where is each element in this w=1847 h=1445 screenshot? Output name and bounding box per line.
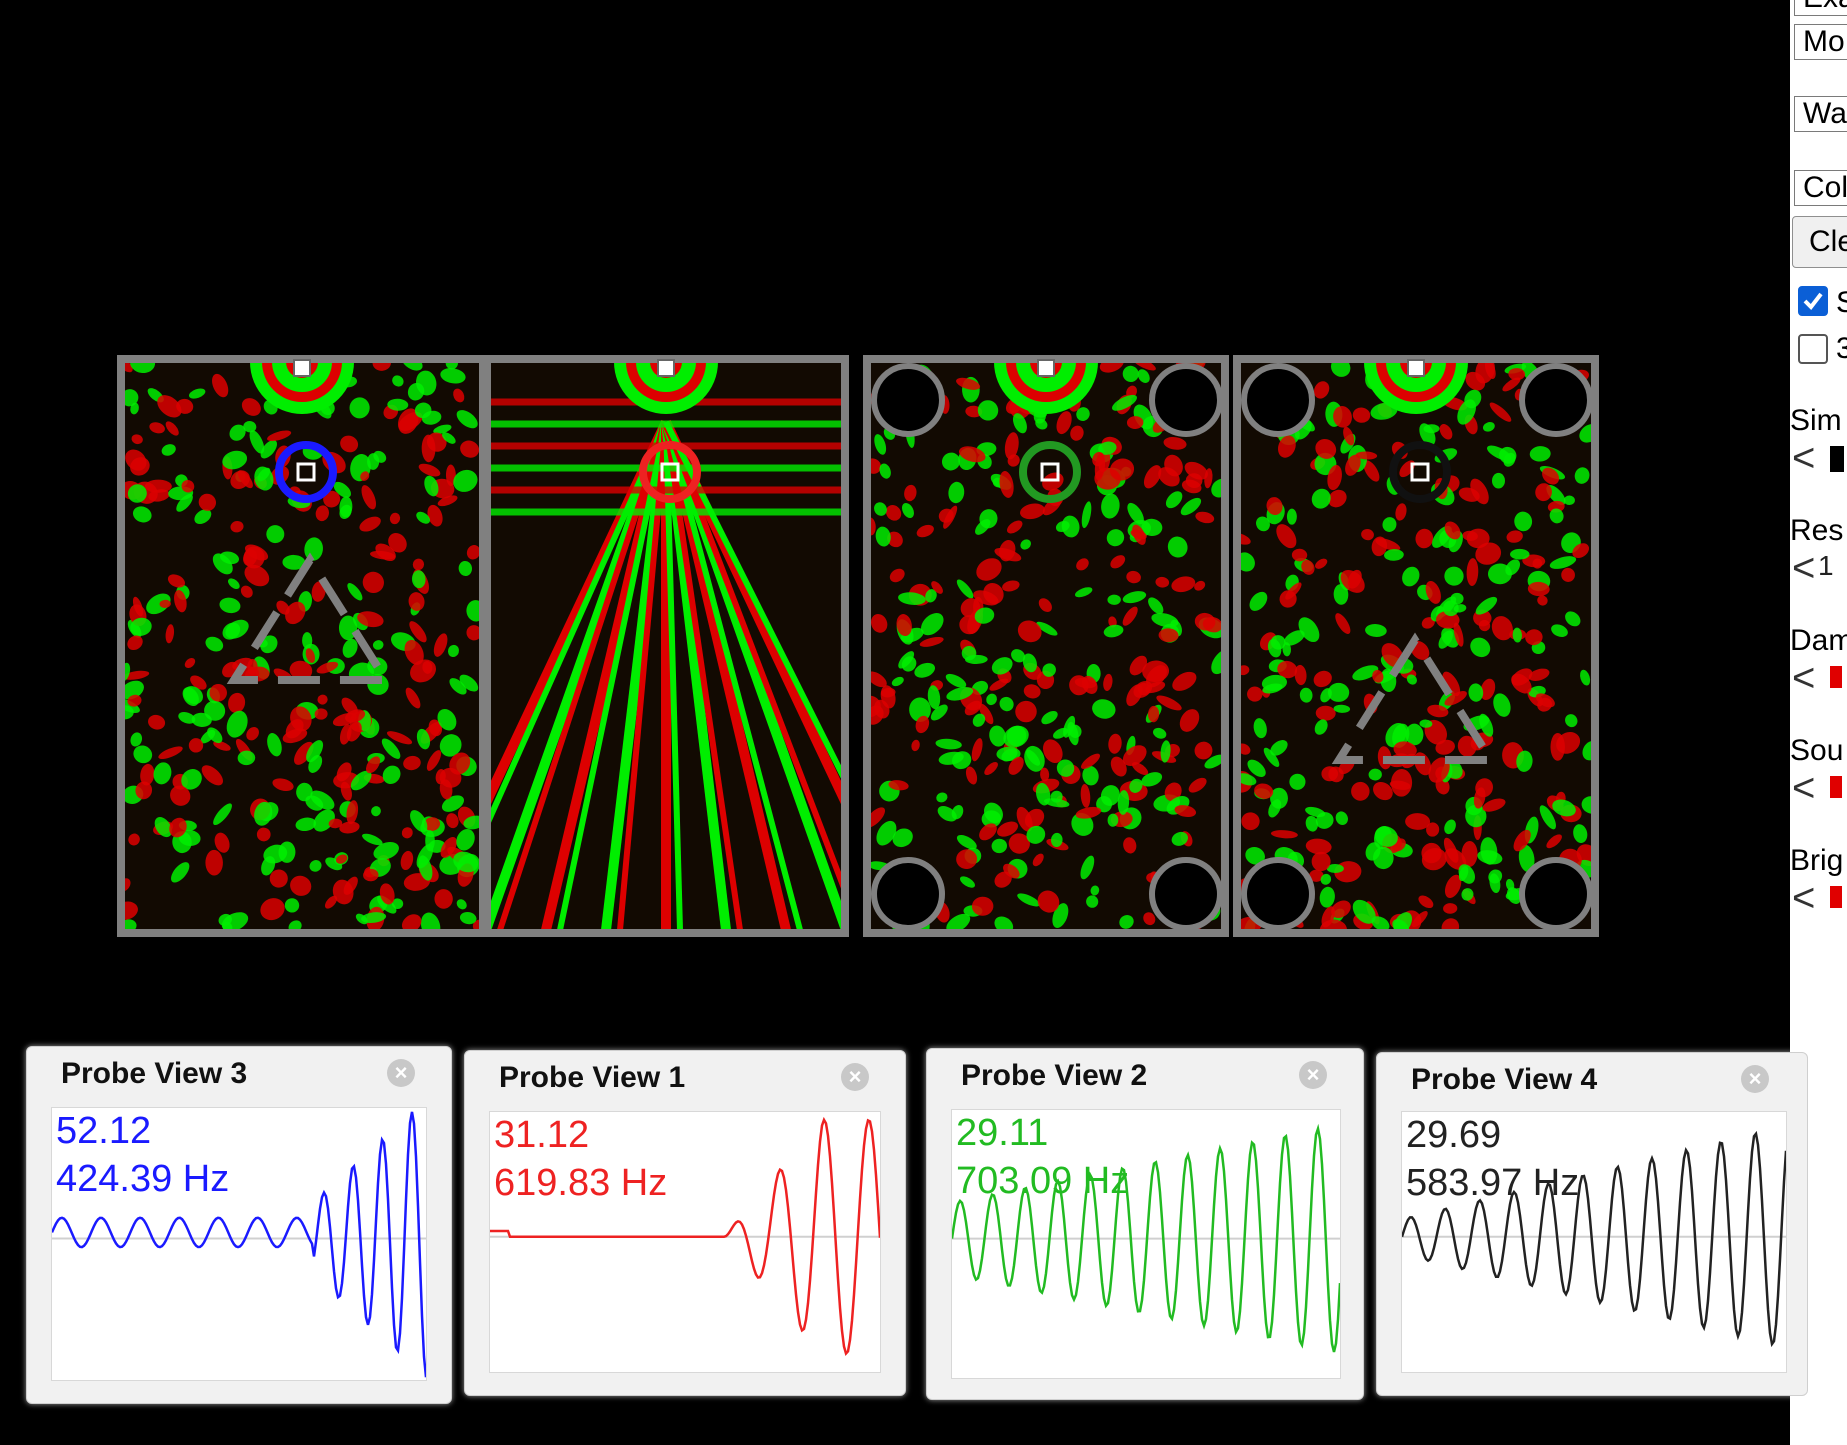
corner-hole <box>1149 363 1223 437</box>
corner-hole <box>1149 857 1223 931</box>
close-icon[interactable]: × <box>1299 1061 1327 1089</box>
source-marker <box>1037 359 1055 377</box>
sim-pane-2 <box>483 355 849 937</box>
corner-hole <box>871 363 945 437</box>
probe-title: Probe View 3 <box>61 1057 248 1090</box>
probe-view-4-dialog[interactable]: Probe View 4 × 29.69 583.97 Hz <box>1376 1052 1808 1396</box>
mode-select[interactable]: Mo <box>1794 24 1847 60</box>
slider-thumb[interactable] <box>1830 666 1842 688</box>
probe-trace <box>490 1116 880 1357</box>
sim-speed-slider[interactable]: < <box>1792 438 1847 478</box>
wave-select[interactable]: Wa <box>1794 96 1847 132</box>
probe-plot: 29.11 703.09 Hz <box>951 1109 1341 1379</box>
close-icon[interactable]: × <box>841 1063 869 1091</box>
brightness-slider[interactable]: < <box>1792 878 1847 918</box>
probe-value: 52.12 <box>56 1110 152 1152</box>
probe-marker <box>296 462 316 482</box>
checkbox-1[interactable] <box>1798 286 1828 316</box>
probe-waveform <box>952 1123 1340 1353</box>
corner-hole <box>1241 857 1315 931</box>
chevron-left-icon[interactable]: < <box>1792 546 1816 590</box>
probe-frequency: 619.83 Hz <box>494 1162 668 1204</box>
checkmark-icon <box>1803 292 1823 311</box>
probe-title: Probe View 4 <box>1411 1063 1598 1096</box>
color-select[interactable]: Col <box>1794 170 1847 206</box>
chevron-left-icon[interactable]: < <box>1792 876 1816 920</box>
probe-marker <box>1040 462 1060 482</box>
damping-label: Dam <box>1790 624 1847 657</box>
close-icon[interactable]: × <box>387 1059 415 1087</box>
simulation-canvas[interactable] <box>0 0 1790 1020</box>
resolution-label: Res <box>1790 514 1844 547</box>
sim-pane-3 <box>863 355 1229 937</box>
checkbox-2-label: 3 <box>1836 332 1847 365</box>
probe-plot: 29.69 583.97 Hz <box>1401 1111 1787 1373</box>
sim-speed-label: Sim <box>1790 404 1842 437</box>
example-select[interactable]: Exa <box>1794 0 1847 16</box>
source-marker <box>1407 359 1425 377</box>
probe-trace <box>952 1123 1340 1353</box>
clear-button[interactable]: Cle <box>1792 216 1847 268</box>
probe-view-2-dialog[interactable]: Probe View 2 × 29.11 703.09 Hz <box>926 1048 1364 1400</box>
probe-trace <box>52 1111 426 1378</box>
sim-pane-1 <box>117 355 487 937</box>
probe-frequency: 703.09 Hz <box>956 1160 1130 1202</box>
probe-plot: 31.12 619.83 Hz <box>489 1111 881 1373</box>
probe-plot: 52.12 424.39 Hz <box>51 1107 427 1381</box>
probe-waveform <box>52 1111 426 1378</box>
damping-slider[interactable]: < <box>1792 658 1847 698</box>
slider-thumb[interactable] <box>1830 886 1842 908</box>
probe-view-1-dialog[interactable]: Probe View 1 × 31.12 619.83 Hz <box>464 1050 906 1396</box>
probe-marker <box>660 462 680 482</box>
probe-view-3-dialog[interactable]: Probe View 3 × 52.12 424.39 Hz <box>26 1046 452 1404</box>
probe-value: 31.12 <box>494 1114 590 1156</box>
probe-trace <box>1402 1130 1786 1348</box>
probe-ring <box>1019 441 1081 503</box>
probe-marker <box>1410 462 1430 482</box>
probe-frequency: 583.97 Hz <box>1406 1162 1580 1204</box>
chevron-left-icon[interactable]: < <box>1792 436 1816 480</box>
checkbox-2[interactable] <box>1798 334 1828 364</box>
corner-hole <box>1519 857 1593 931</box>
close-icon[interactable]: × <box>1741 1065 1769 1093</box>
probe-ring <box>1389 441 1451 503</box>
source-freq-slider[interactable]: < <box>1792 768 1847 808</box>
source-marker <box>657 359 675 377</box>
chevron-left-icon[interactable]: < <box>1792 656 1816 700</box>
slider-thumb[interactable] <box>1830 446 1844 472</box>
probe-waveform <box>1402 1130 1786 1348</box>
source-marker <box>293 359 311 377</box>
checkbox-1-label: S <box>1836 286 1847 319</box>
resolution-slider[interactable]: < 1 <box>1792 548 1847 588</box>
probe-title: Probe View 2 <box>961 1059 1148 1092</box>
probe-value: 29.69 <box>1406 1114 1502 1156</box>
probe-waveform <box>490 1116 880 1357</box>
source-freq-label: Sou <box>1790 734 1844 767</box>
triangle-obstacle <box>1331 632 1499 764</box>
probe-ring <box>639 441 701 503</box>
corner-hole <box>871 857 945 931</box>
brightness-label: Brig <box>1790 844 1844 877</box>
probe-frequency: 424.39 Hz <box>56 1158 230 1200</box>
corner-hole <box>1241 363 1315 437</box>
sim-pane-4 <box>1233 355 1599 937</box>
triangle-obstacle <box>226 552 394 684</box>
wave-field-svg <box>117 355 1599 937</box>
slider-thumb[interactable] <box>1830 776 1842 798</box>
probe-value: 29.11 <box>956 1112 1049 1154</box>
resolution-value: 1 <box>1818 550 1834 581</box>
probe-title: Probe View 1 <box>499 1061 686 1094</box>
corner-hole <box>1519 363 1593 437</box>
chevron-left-icon[interactable]: < <box>1792 766 1816 810</box>
probe-ring <box>275 441 337 503</box>
